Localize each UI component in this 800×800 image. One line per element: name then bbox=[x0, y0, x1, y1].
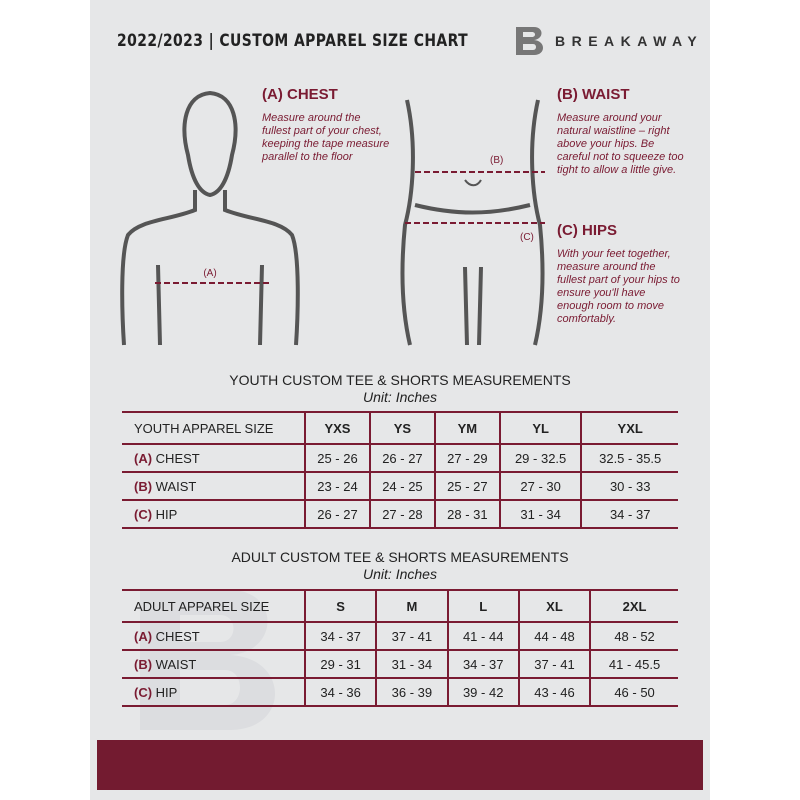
table-cell: 26 - 27 bbox=[368, 443, 435, 473]
table-cell: 44 - 48 bbox=[517, 621, 591, 651]
table-cell: 27 - 29 bbox=[433, 443, 500, 473]
table-cell: 27 - 30 bbox=[498, 471, 582, 501]
table-cell: 30 - 33 bbox=[580, 471, 678, 501]
size-header: YM bbox=[433, 411, 500, 445]
waist-description: Measure around your natural waistline – … bbox=[557, 112, 684, 176]
size-header: YXL bbox=[580, 411, 678, 445]
row-letter: (B) bbox=[134, 656, 153, 672]
size-header: L bbox=[446, 589, 519, 623]
size-label: ADULT APPAREL SIZE bbox=[122, 589, 305, 623]
youth-unit: Unit: Inches bbox=[363, 389, 437, 405]
table-row: (C) HIP 34 - 36 36 - 39 39 - 42 43 - 46 46 -… bbox=[122, 677, 678, 707]
size-header: YXS bbox=[304, 411, 370, 445]
size-header: YL bbox=[498, 411, 582, 445]
row-letter: (C) bbox=[134, 506, 153, 522]
footer-bar bbox=[97, 740, 703, 790]
table-cell: 24 - 25 bbox=[368, 471, 435, 501]
size-label: YOUTH APPAREL SIZE bbox=[122, 411, 305, 445]
brand-name: BREAKAWAY bbox=[555, 33, 704, 49]
table-cell: 41 - 45.5 bbox=[589, 649, 678, 679]
table-cell: 31 - 34 bbox=[375, 649, 448, 679]
table-cell: 34 - 36 bbox=[303, 677, 377, 707]
size-header: XL bbox=[517, 589, 591, 623]
table-cell: 32.5 - 35.5 bbox=[580, 443, 678, 473]
adult-size-table: ADULT APPAREL SIZE S M L XL 2XL (A) CHES… bbox=[122, 589, 678, 707]
table-cell: 34 - 37 bbox=[580, 499, 678, 529]
row-letter: (A) bbox=[134, 450, 153, 466]
row-label: CHEST bbox=[155, 628, 200, 644]
breakaway-logo-icon bbox=[516, 27, 543, 55]
waist-marker: (B) bbox=[490, 155, 503, 166]
table-cell: 31 - 34 bbox=[498, 499, 582, 529]
youth-title: YOUTH CUSTOM TEE & SHORTS MEASUREMENTS bbox=[229, 372, 571, 388]
youth-size-table: YOUTH APPAREL SIZE YXS YS YM YL YXL (A) … bbox=[122, 411, 678, 529]
table-row: (A) CHEST 25 - 26 26 - 27 27 - 29 29 - 32.5… bbox=[122, 443, 678, 473]
row-letter: (C) bbox=[134, 684, 153, 700]
table-cell: 37 - 41 bbox=[517, 649, 591, 679]
size-header: YS bbox=[368, 411, 435, 445]
hips-heading: (C) HIPS bbox=[557, 222, 617, 239]
hips-marker: (C) bbox=[520, 232, 534, 243]
table-header-row: YOUTH APPAREL SIZE YXS YS YM YL YXL bbox=[122, 411, 678, 445]
row-letter: (B) bbox=[134, 478, 153, 494]
waist-heading: (B) WAIST bbox=[557, 86, 630, 103]
adult-title: ADULT CUSTOM TEE & SHORTS MEASUREMENTS bbox=[231, 549, 569, 565]
row-letter: (A) bbox=[134, 628, 153, 644]
row-label: HIP bbox=[155, 684, 178, 700]
chest-description: Measure around the fullest part of your … bbox=[262, 112, 390, 163]
table-cell: 36 - 39 bbox=[375, 677, 448, 707]
table-cell: 37 - 41 bbox=[375, 621, 448, 651]
size-header: M bbox=[375, 589, 448, 623]
page-title: 2022/2023 | CUSTOM APPAREL SIZE CHART bbox=[117, 31, 469, 51]
table-cell: 34 - 37 bbox=[446, 649, 519, 679]
chest-marker: (A) bbox=[203, 268, 216, 279]
table-cell: 41 - 44 bbox=[446, 621, 519, 651]
table-cell: 27 - 28 bbox=[368, 499, 435, 529]
table-cell: 26 - 27 bbox=[304, 499, 370, 529]
table-cell: 46 - 50 bbox=[589, 677, 678, 707]
torso-figure: (B) (C) bbox=[400, 99, 545, 346]
size-header: 2XL bbox=[589, 589, 678, 623]
row-label: HIP bbox=[155, 506, 178, 522]
chest-heading: (A) CHEST bbox=[262, 86, 338, 103]
table-cell: 25 - 27 bbox=[433, 471, 500, 501]
table-row: (B) WAIST 29 - 31 31 - 34 34 - 37 37 - 41 41… bbox=[122, 649, 678, 679]
table-header-row: ADULT APPAREL SIZE S M L XL 2XL bbox=[122, 589, 678, 623]
table-cell: 43 - 46 bbox=[517, 677, 591, 707]
table-cell: 39 - 42 bbox=[446, 677, 519, 707]
table-cell: 23 - 24 bbox=[304, 471, 370, 501]
row-label: CHEST bbox=[155, 450, 200, 466]
row-label: WAIST bbox=[155, 656, 197, 672]
table-cell: 28 - 31 bbox=[433, 499, 500, 529]
row-label: WAIST bbox=[155, 478, 197, 494]
table-cell: 34 - 37 bbox=[303, 621, 377, 651]
table-row: (A) CHEST 34 - 37 37 - 41 41 - 44 44 - 48 48… bbox=[122, 621, 678, 651]
table-cell: 29 - 31 bbox=[303, 649, 377, 679]
adult-unit: Unit: Inches bbox=[363, 566, 437, 582]
hips-description: With your feet together, measure around … bbox=[557, 248, 680, 325]
table-row: (C) HIP 26 - 27 27 - 28 28 - 31 31 - 34 34 -… bbox=[122, 499, 678, 529]
table-cell: 29 - 32.5 bbox=[498, 443, 582, 473]
table-row: (B) WAIST 23 - 24 24 - 25 25 - 27 27 - 30 30… bbox=[122, 471, 678, 501]
size-header: S bbox=[303, 589, 377, 623]
chest-figure: (A) bbox=[120, 90, 300, 346]
table-cell: 48 - 52 bbox=[589, 621, 678, 651]
table-cell: 25 - 26 bbox=[304, 443, 370, 473]
